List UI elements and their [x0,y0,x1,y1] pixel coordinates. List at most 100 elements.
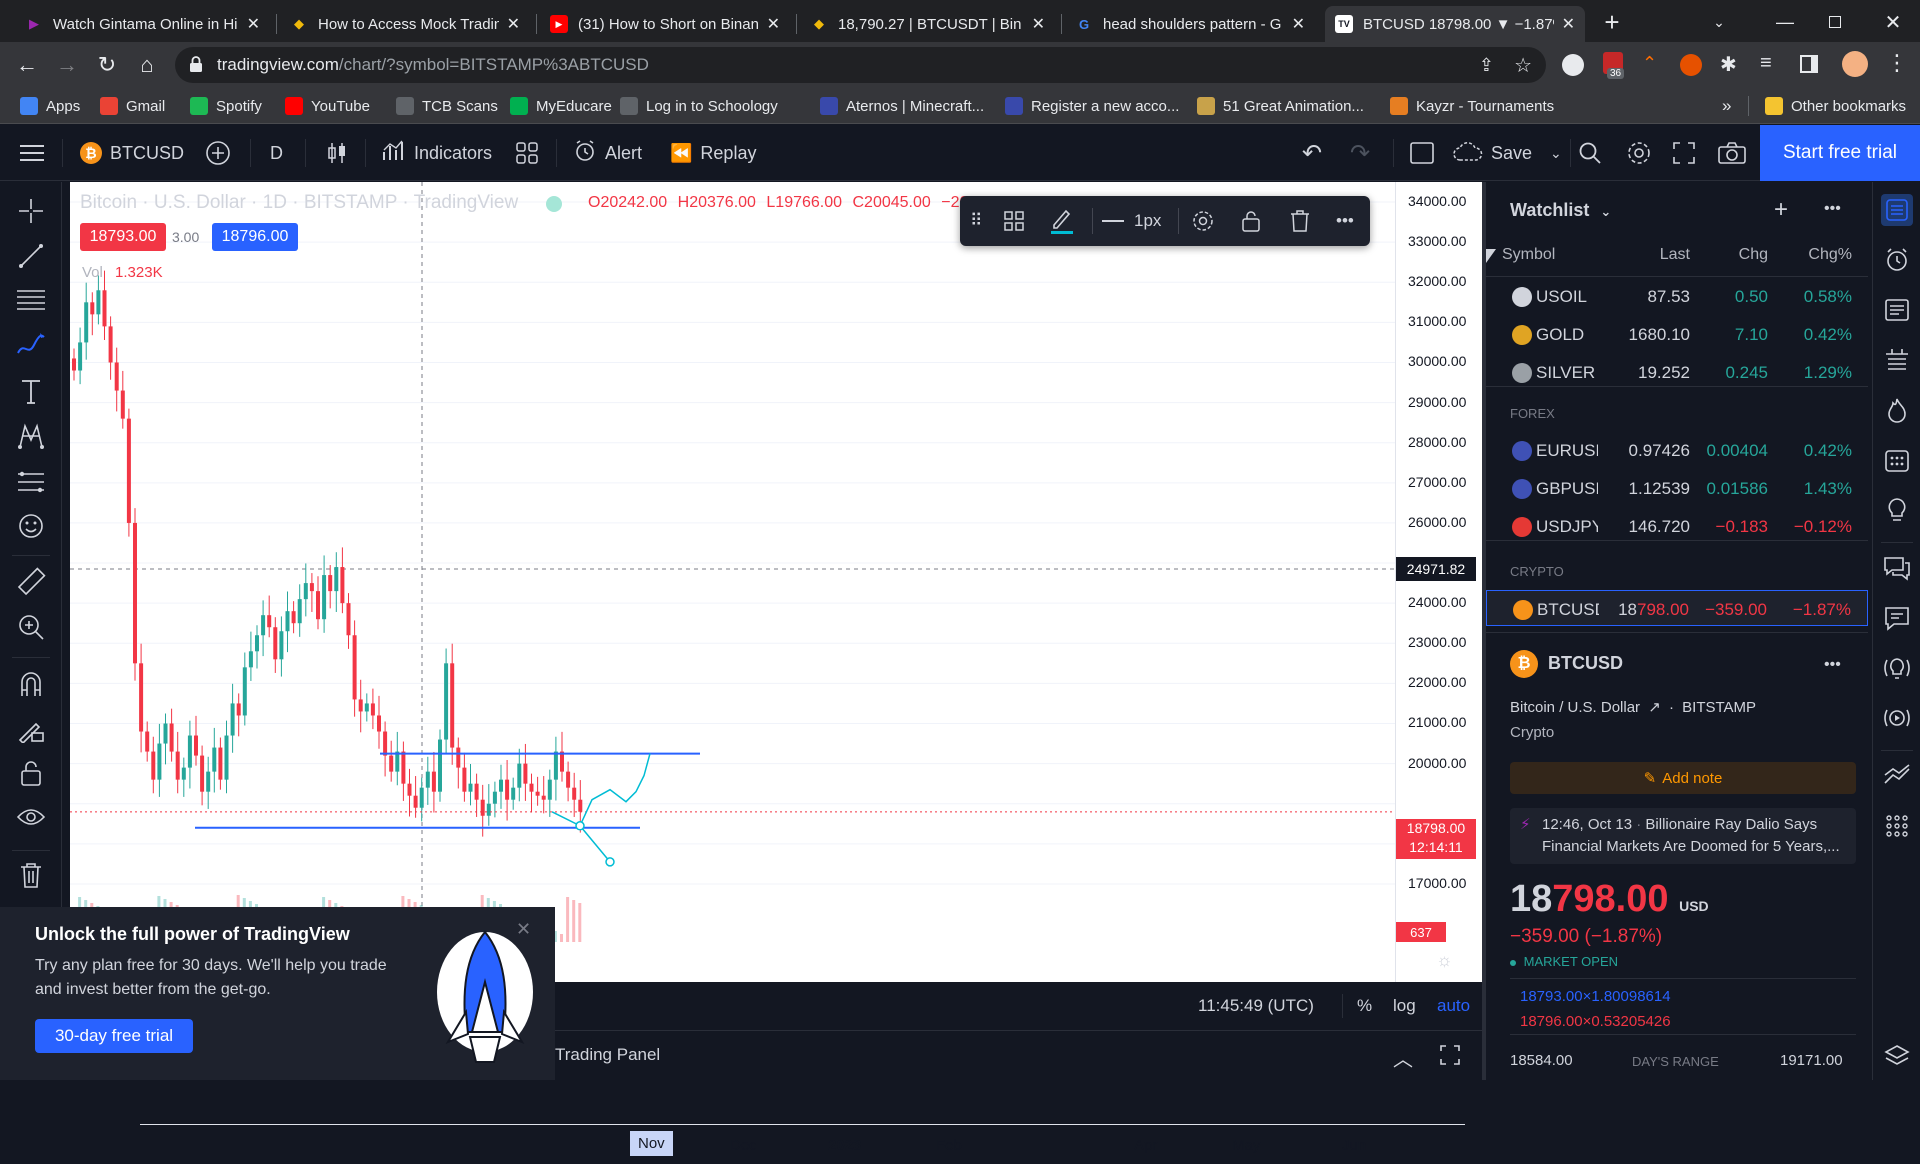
hotlists-icon[interactable] [1881,344,1913,376]
home-icon[interactable]: ⌂ [140,52,154,77]
indicators-button[interactable]: Indicators [382,125,492,181]
news-item[interactable]: ⚡ 12:46, Oct 13 · Billionaire Ray Dalio … [1510,808,1856,864]
maximize-panel-icon[interactable] [1440,1045,1460,1070]
bookmark-item[interactable]: Log in to Schoology [620,96,778,116]
bookmark-item[interactable]: MyEducare [510,96,612,116]
drawing-lock-icon[interactable] [1242,196,1260,246]
sell-button[interactable]: 18793.00 [80,223,166,251]
symbol-search-button[interactable]: ₿ BTCUSD [80,125,184,181]
extension-incognito-icon[interactable] [1562,54,1584,76]
drag-handle-icon[interactable]: ⠿ [970,211,983,230]
bookmark-item[interactable]: YouTube [285,96,370,116]
watchlist-header[interactable]: Watchlist ⌄ [1510,200,1611,221]
extensions-puzzle-icon[interactable]: ✱ [1720,54,1737,76]
dom-grid-icon[interactable] [1881,810,1913,842]
bookmark-item[interactable]: Other bookmarks [1765,96,1906,116]
undo-icon[interactable]: ↶ [1302,139,1323,167]
lock-drawings-pencil-icon[interactable] [14,712,48,746]
reload-icon[interactable]: ↻ [97,52,117,77]
interval-button[interactable]: D [270,142,283,163]
tab[interactable]: ▶ Watch Gintama Online in Hi ✕ [15,6,270,42]
save-button[interactable]: Save ⌄ [1453,125,1562,181]
axis-settings-icon[interactable]: ☼ [1436,950,1453,970]
buy-button[interactable]: 18796.00 [212,223,298,251]
details-name[interactable]: Bitcoin / U.S. Dollar [1510,699,1641,716]
redo-icon[interactable]: ↷ [1350,139,1371,167]
fib-lines-icon[interactable] [14,283,48,317]
line-color-pencil-icon[interactable] [1050,196,1074,246]
settings-gear-icon[interactable] [1626,125,1652,181]
minimize-button[interactable]: — [1776,11,1794,32]
col-symbol[interactable]: Symbol [1502,246,1556,263]
back-icon[interactable]: ← [16,52,38,77]
add-symbol-icon[interactable]: + [1774,196,1789,223]
percent-scale-toggle[interactable]: % [1357,996,1373,1015]
watchlist-row-gbpusd[interactable]: GBPUSD 1.12539 0.01586 1.43% [1486,470,1868,506]
log-scale-toggle[interactable]: log [1393,996,1416,1015]
price-axis[interactable]: 34000.00 33000.00 32000.00 31000.00 30000.00… [1395,182,1482,982]
profile-avatar[interactable] [1842,51,1868,77]
save-chevron-icon[interactable]: ⌄ [1550,144,1562,161]
messages-icon[interactable] [1881,602,1913,634]
tab[interactable]: TV BTCUSD 18798.00 ▼ −1.87% ✕ [1325,6,1585,42]
watchlist-row-usoil[interactable]: USOIL 87.53 0.50 0.58% [1486,278,1868,314]
magnet-icon[interactable] [14,667,48,701]
prediction-tool-icon[interactable] [14,465,48,499]
alerts-clock-icon[interactable] [1881,244,1913,276]
restore-button[interactable] [1820,10,1850,34]
close-tab-icon[interactable]: ✕ [506,16,520,33]
layers-icon[interactable] [1881,1040,1913,1072]
time-axis[interactable]: Nov Dec 2023 Feb Apr May Jun [140,1124,1465,1164]
lock-icon[interactable] [189,56,203,72]
candles-type-icon[interactable] [326,125,348,181]
tab-search-icon[interactable]: ⌄ [1713,13,1725,30]
bookmark-item[interactable]: Aternos | Minecraft... [820,96,984,116]
extension-chevron-icon[interactable]: ⌃ [1642,53,1658,73]
watchlist-more-icon[interactable]: ••• [1824,200,1841,217]
broadcast-play-icon[interactable] [1881,702,1913,734]
zoom-in-icon[interactable] [14,610,48,644]
ruler-icon[interactable] [14,565,48,599]
col-chg[interactable]: Chg [1738,246,1768,263]
auto-scale-toggle[interactable]: auto [1437,996,1471,1015]
tab[interactable]: ◆ How to Access Mock Tradin ✕ [280,6,530,42]
col-chg-percent[interactable]: Chg% [1808,246,1852,263]
watchlist-row-silver[interactable]: SILVER 19.252 0.245 1.29% [1486,354,1868,390]
watchlist-row-usdjpy[interactable]: USDJPY 146.720 −0.183 −0.12% [1486,508,1868,544]
close-tab-icon[interactable]: ✕ [1291,16,1305,33]
eye-icon[interactable] [14,800,48,834]
extension-basketball-icon[interactable] [1680,54,1702,76]
trading-panel-tab[interactable]: Trading Panel [555,1045,661,1064]
promo-trial-button[interactable]: 30-day free trial [35,1019,193,1053]
tab[interactable]: ◆ 18,790.27 | BTCUSDT | Bin ✕ [800,6,1055,42]
tab[interactable]: ▶ (31) How to Short on Binan ✕ [540,6,790,42]
col-last[interactable]: Last [1659,246,1690,263]
emoji-icon[interactable] [14,509,48,543]
drawing-settings-icon[interactable] [1192,196,1214,246]
close-tab-icon[interactable]: ✕ [246,16,260,33]
chrome-menu-icon[interactable]: ⋮ [1886,50,1908,75]
bookmark-item[interactable]: Kayzr - Tournaments [1390,96,1554,116]
url-field[interactable]: tradingview.com/chart/?symbol=BITSTAMP%3… [175,47,1546,83]
templates-grid-icon[interactable] [516,125,538,181]
share-icon[interactable]: ⇪ [1478,55,1494,75]
close-tab-icon[interactable]: ✕ [1031,16,1045,33]
drawing-delete-icon[interactable] [1290,196,1310,246]
bookmark-item[interactable]: TCB Scans [396,96,498,116]
compare-symbol-icon[interactable] [205,125,231,181]
streams-icon[interactable] [1881,652,1913,684]
object-tree-icon[interactable] [1004,196,1024,246]
brush-tool-icon[interactable] [14,328,48,362]
data-window-icon[interactable] [1881,294,1913,326]
ideas-lightbulb-icon[interactable] [1881,494,1913,526]
trend-line-icon[interactable] [14,239,48,273]
more-options-icon[interactable]: ••• [1336,211,1354,230]
watchlist-row-gold[interactable]: GOLD 1680.10 7.10 0.42% [1486,316,1868,352]
collapse-panel-icon[interactable]: ︿ [1393,1049,1413,1071]
bookmark-star-icon[interactable]: ☆ [1514,55,1532,77]
fullscreen-icon[interactable] [1673,125,1695,181]
crosshair-icon[interactable] [14,194,48,228]
new-tab-button[interactable]: + [1604,6,1620,37]
main-menu-icon[interactable] [20,125,44,181]
pattern-tool-icon[interactable] [14,419,48,453]
